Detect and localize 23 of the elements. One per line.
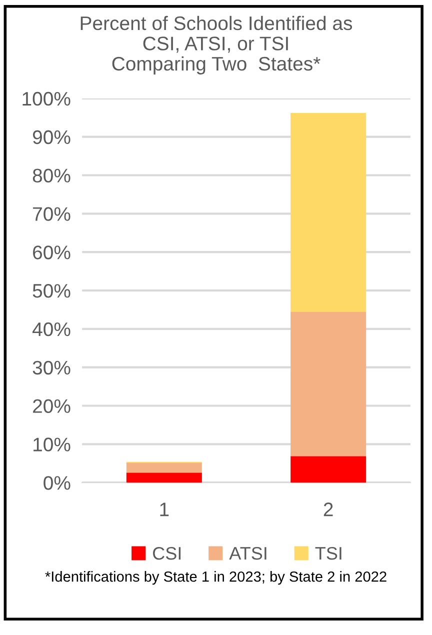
y-tick-label: 60% (33, 246, 70, 260)
y-tick-label: 40% (32, 322, 70, 336)
y-tick-label: 0% (44, 476, 70, 490)
bar (290, 456, 366, 483)
y-tick-label: 70% (33, 207, 70, 221)
legend-label: TSI (315, 546, 342, 560)
text: *Identifications by State 1 in 2023; by State 2 in 2022 (45, 571, 386, 585)
legend-label: CSI (153, 546, 181, 560)
y-tick-label: 90% (32, 130, 70, 144)
bar (290, 312, 366, 456)
bar (126, 472, 202, 483)
bar (126, 462, 202, 473)
y-tick-label: 30% (32, 360, 70, 375)
legend-label: ATSI (229, 546, 266, 560)
y-tick-label: 100% (22, 92, 70, 106)
x-tick-label: 1 (160, 502, 169, 516)
y-tick-label: 20% (33, 399, 70, 413)
x-tick-label: 2 (324, 502, 333, 516)
chart-title: Percent of Schools Identified as CSI, ATSI, or TSI Comparing Two States* (80, 16, 352, 74)
y-tick-label: 10% (34, 438, 70, 452)
bar (290, 113, 366, 312)
y-tick-label: 80% (32, 168, 70, 182)
y-tick-label: 50% (32, 284, 70, 298)
